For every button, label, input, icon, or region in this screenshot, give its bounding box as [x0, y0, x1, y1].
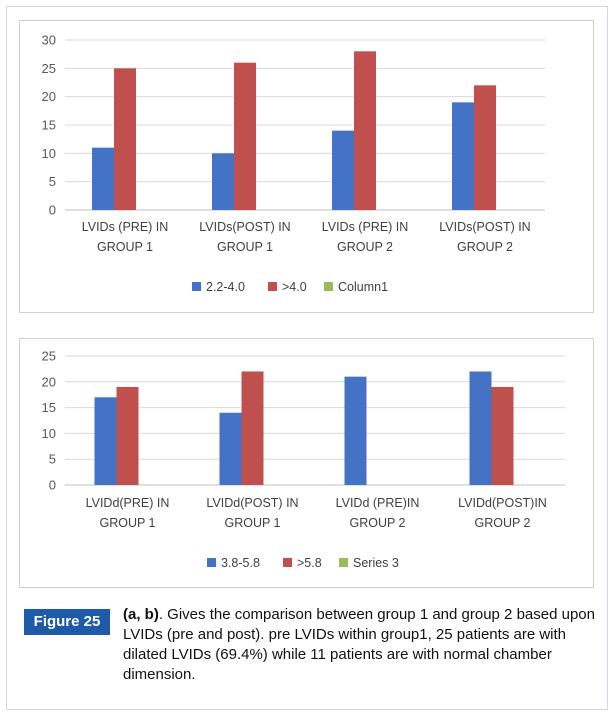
chart-b-y-tick-label: 15 — [42, 400, 56, 415]
caption-bold: (a, b) — [123, 606, 159, 623]
chart-b-bar — [241, 371, 264, 485]
chart-a: 0 5 10 15 20 25 30 LVIDs (PRE) IN GROUP 1 LVIDs(P… — [19, 20, 594, 313]
chart-a-y-tick-label: 20 — [42, 89, 56, 104]
chart-a-category-label: LVIDs (PRE) IN — [82, 220, 169, 234]
chart-b-category-label: GROUP 1 — [224, 516, 280, 530]
chart-a-bar — [212, 153, 234, 210]
chart-a-legend-swatch — [324, 282, 333, 291]
chart-a-legend-label: Column1 — [338, 280, 388, 294]
chart-a-y-tick-label: 5 — [49, 174, 56, 189]
chart-b-bar — [94, 397, 117, 485]
chart-b-bar — [116, 386, 139, 485]
chart-a-category-label: GROUP 2 — [337, 240, 393, 254]
chart-a-category-label: LVIDs(POST) IN — [439, 220, 530, 234]
chart-b-bar — [469, 371, 492, 485]
chart-a-bar — [354, 51, 376, 210]
chart-a-svg: 0 5 10 15 20 25 30 LVIDs (PRE) IN GROUP 1 LVIDs(P… — [42, 33, 545, 294]
chart-a-legend-label: >4.0 — [282, 280, 307, 294]
chart-a-y-tick-label: 25 — [42, 61, 56, 76]
chart-b-category-label: GROUP 1 — [99, 516, 155, 530]
chart-b-y-tick-label: 5 — [49, 452, 56, 467]
chart-a-bar — [114, 68, 136, 210]
chart-b-svg: 0 5 10 15 20 25 LVIDd(PRE) IN GROUP 1 LVIDd(POST… — [42, 349, 565, 570]
chart-b-bar — [491, 386, 514, 485]
chart-b-bar — [344, 376, 367, 485]
caption-text: . Gives the comparison between group 1 a… — [123, 606, 595, 683]
chart-b-category-label: LVIDd(POST) IN — [206, 496, 298, 510]
chart-b-legend-swatch — [207, 558, 216, 567]
chart-a-legend-swatch — [268, 282, 277, 291]
chart-a-bar — [332, 130, 354, 210]
chart-a-y-tick-label: 15 — [42, 118, 56, 133]
chart-a-bar — [452, 102, 474, 210]
chart-b-category-label: GROUP 2 — [474, 516, 530, 530]
chart-a-y-tick-label: 10 — [42, 146, 56, 161]
chart-b-bar — [219, 412, 242, 485]
chart-a-category-label: LVIDs (PRE) IN — [322, 220, 409, 234]
figure-label: Figure 25 — [24, 609, 110, 635]
chart-b-category-label: LVIDd(PRE) IN — [86, 496, 170, 510]
chart-a-category-label: LVIDs(POST) IN — [199, 220, 290, 234]
chart-b-legend-label: >5.8 — [297, 556, 322, 570]
chart-a-bar — [92, 147, 114, 210]
chart-b-y-tick-label: 10 — [42, 426, 56, 441]
chart-b-legend-label: Series 3 — [353, 556, 399, 570]
chart-a-category-label: GROUP 2 — [457, 240, 513, 254]
chart-b-legend-swatch — [339, 558, 348, 567]
chart-a-legend-label: 2.2-4.0 — [206, 280, 245, 294]
chart-a-legend-swatch — [192, 282, 201, 291]
chart-b-category-label: GROUP 2 — [349, 516, 405, 530]
chart-a-bar — [234, 62, 256, 210]
chart-b-y-tick-label: 20 — [42, 374, 56, 389]
chart-b-category-label: LVIDd(POST)IN — [458, 496, 547, 510]
chart-b-legend-swatch — [283, 558, 292, 567]
chart-a-y-tick-label: 0 — [49, 203, 56, 218]
chart-b: 0 5 10 15 20 25 LVIDd(PRE) IN GROUP 1 LVIDd(POST… — [19, 338, 594, 588]
chart-b-legend-label: 3.8-5.8 — [221, 556, 260, 570]
chart-b-y-tick-label: 25 — [42, 349, 56, 364]
figure-caption: (a, b). Gives the comparison between gro… — [123, 605, 603, 685]
chart-b-category-label: LVIDd (PRE)IN — [336, 496, 420, 510]
chart-b-y-tick-label: 0 — [49, 478, 56, 493]
chart-a-y-tick-label: 30 — [42, 33, 56, 48]
chart-a-category-label: GROUP 1 — [217, 240, 273, 254]
chart-a-category-label: GROUP 1 — [97, 240, 153, 254]
chart-a-bar — [474, 85, 496, 210]
